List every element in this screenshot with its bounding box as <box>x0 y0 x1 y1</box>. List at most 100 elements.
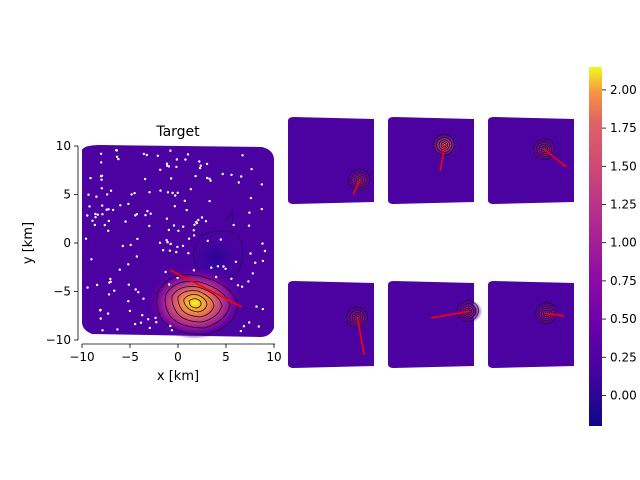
station-marker <box>88 205 91 208</box>
station-marker <box>169 177 173 180</box>
small-contour <box>533 138 555 160</box>
station-marker <box>205 162 209 166</box>
small-fault-line <box>544 149 567 168</box>
small-contour <box>436 136 453 153</box>
station-marker <box>189 188 192 191</box>
station-marker <box>94 216 97 219</box>
fault-line <box>169 269 243 308</box>
station-marker <box>101 213 104 216</box>
station-marker <box>167 228 171 232</box>
station-marker <box>94 212 97 216</box>
station-marker <box>148 191 151 194</box>
station-marker <box>130 193 133 196</box>
station-marker <box>133 322 137 326</box>
station-marker <box>208 199 211 203</box>
station-marker <box>87 193 90 196</box>
station-markers <box>84 149 267 333</box>
station-marker <box>167 283 171 286</box>
small-contour <box>355 176 364 184</box>
station-marker <box>96 213 100 216</box>
station-marker <box>192 269 196 272</box>
station-marker <box>99 175 103 178</box>
station-marker <box>128 309 132 313</box>
station-marker <box>175 250 178 254</box>
station-marker <box>206 176 209 180</box>
small-panel <box>488 117 574 204</box>
colorbar-tick-label: 1.75 <box>610 121 637 135</box>
small-panel <box>388 281 483 368</box>
station-marker <box>127 283 130 286</box>
small-contour <box>433 133 455 156</box>
station-marker <box>106 193 109 196</box>
small-contour <box>540 145 549 154</box>
station-marker <box>248 321 251 324</box>
small-panel-field <box>388 117 474 204</box>
small-contour <box>346 306 368 329</box>
station-marker <box>100 161 103 164</box>
station-marker <box>242 325 246 328</box>
station-marker <box>165 217 169 220</box>
station-marker <box>109 280 112 283</box>
station-marker <box>129 243 132 247</box>
small-contour <box>457 300 479 322</box>
station-marker <box>99 317 102 320</box>
y-tick-label: 5 <box>63 188 71 202</box>
station-marker <box>154 316 157 320</box>
small-fault-line <box>439 145 446 172</box>
station-marker <box>195 220 198 224</box>
small-contour <box>460 303 477 320</box>
station-marker <box>219 238 222 241</box>
station-marker <box>171 191 174 195</box>
station-marker <box>210 266 213 269</box>
x-tick-label: −5 <box>121 350 139 364</box>
station-marker <box>260 183 263 186</box>
station-marker <box>185 208 188 212</box>
station-marker <box>109 277 112 281</box>
station-marker <box>221 172 224 176</box>
station-marker <box>177 229 180 232</box>
station-marker <box>84 237 88 240</box>
station-marker <box>155 321 158 324</box>
station-marker <box>103 223 107 227</box>
small-panel <box>288 117 374 204</box>
station-marker <box>119 204 122 207</box>
small-panel-field <box>488 281 574 368</box>
station-marker <box>216 265 220 268</box>
station-marker <box>115 149 119 152</box>
station-marker <box>200 216 204 219</box>
station-marker <box>165 162 169 165</box>
colorbar-tick-label: 0.50 <box>610 312 637 326</box>
station-marker <box>101 204 104 207</box>
station-marker <box>192 234 196 237</box>
station-marker <box>109 189 113 192</box>
small-contour <box>442 143 447 148</box>
small-contour <box>440 141 449 149</box>
small-contour <box>355 315 360 320</box>
station-marker <box>95 195 98 198</box>
small-contour <box>353 174 366 186</box>
station-marker <box>181 244 185 248</box>
small-contour <box>542 147 547 152</box>
small-contour <box>353 314 362 322</box>
small-contour <box>349 309 366 326</box>
station-marker <box>169 242 172 246</box>
station-marker <box>164 270 167 274</box>
station-marker <box>86 286 89 289</box>
station-marker <box>198 166 202 170</box>
station-marker <box>182 225 185 228</box>
station-marker <box>173 205 176 208</box>
station-marker <box>143 177 147 181</box>
station-marker <box>249 252 252 255</box>
colorbar-ticks: 0.00 0.25 0.50 0.75 1.00 1.25 1.50 1.75 2.00 <box>602 83 637 402</box>
station-marker <box>176 245 179 249</box>
station-marker <box>206 239 209 242</box>
station-marker <box>176 191 179 194</box>
station-marker <box>197 218 200 222</box>
station-marker <box>142 152 146 156</box>
colorbar-tick-label: 2.00 <box>610 83 637 97</box>
y-tick-label: 10 <box>56 139 71 153</box>
station-marker <box>236 284 240 287</box>
station-marker <box>261 259 265 263</box>
station-marker <box>146 209 149 213</box>
small-panels <box>288 117 574 368</box>
